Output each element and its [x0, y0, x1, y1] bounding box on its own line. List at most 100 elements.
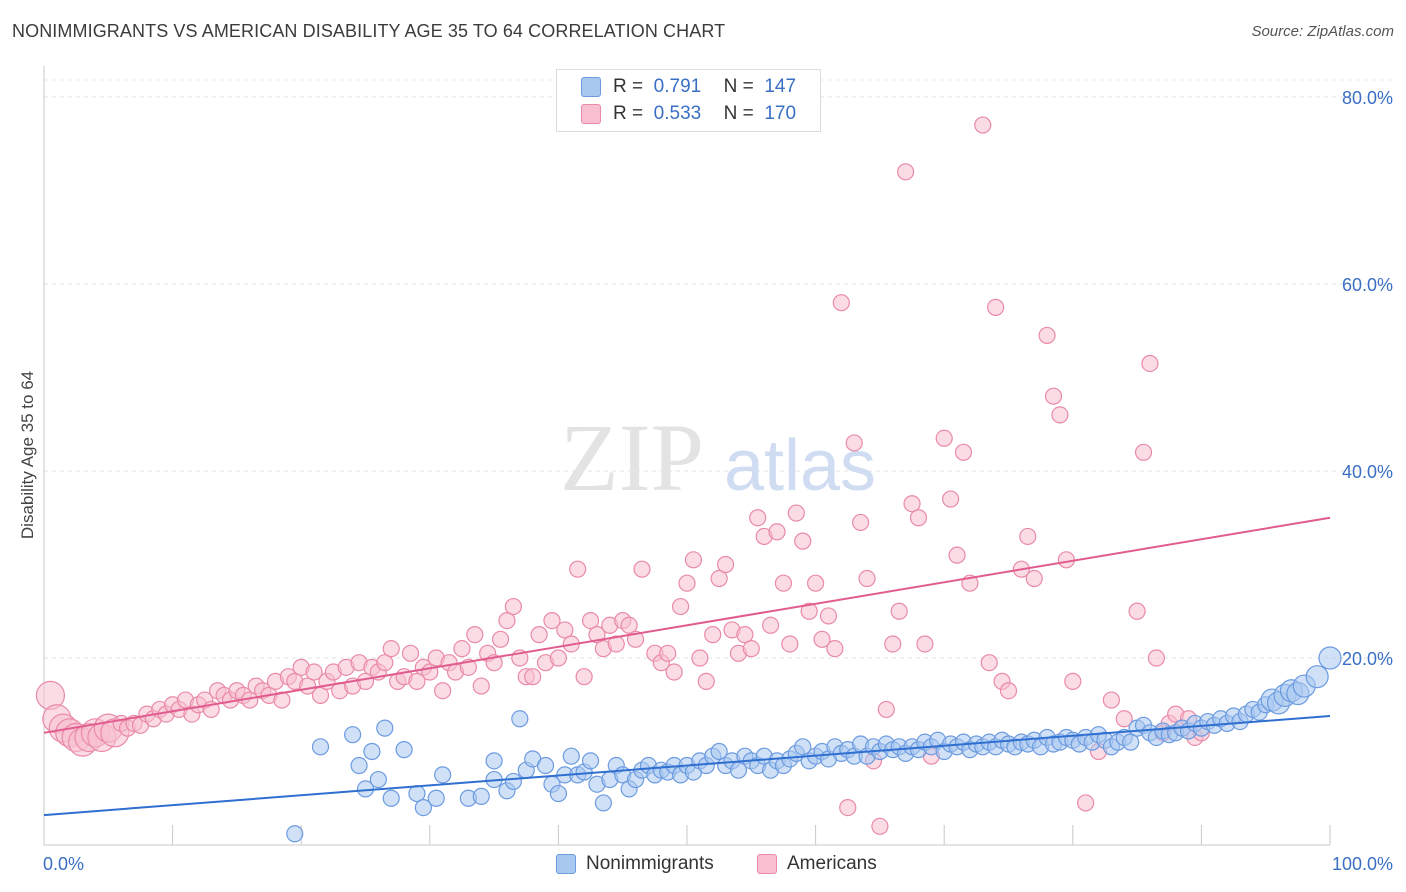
bottom-legend-nonimmigrants: Nonimmigrants	[556, 852, 714, 876]
americans-point	[549, 649, 568, 667]
nonimmigrants-point	[504, 772, 522, 791]
legend-r-value: 0.791	[653, 76, 702, 97]
americans-point	[569, 560, 587, 578]
americans-point	[948, 546, 966, 564]
nonimmigrants-point	[376, 719, 394, 737]
americans-point	[376, 654, 394, 672]
americans-point	[897, 163, 915, 181]
source-label: Source: ZipAtlas.com	[1251, 23, 1394, 40]
bottom-legend-swatch-blue	[556, 854, 576, 874]
americans-point	[691, 649, 709, 667]
americans-point	[530, 626, 548, 644]
americans-point	[678, 574, 696, 592]
americans-point	[909, 509, 928, 527]
americans-point	[588, 626, 606, 644]
y-tick-label: 40.0%	[1342, 462, 1393, 482]
americans-point	[633, 560, 651, 578]
americans-point	[1019, 527, 1037, 546]
americans-point	[806, 574, 825, 592]
nonimmigrants-points	[286, 646, 1342, 843]
americans-point	[999, 682, 1018, 700]
americans-point	[1038, 326, 1056, 345]
americans-point	[607, 635, 625, 653]
americans-point	[575, 668, 593, 686]
nonimmigrants-point	[562, 747, 580, 765]
americans-point	[1044, 387, 1063, 405]
americans-point	[890, 602, 908, 620]
legend-r-label: R =	[613, 76, 644, 97]
nonimmigrants-point	[1305, 665, 1329, 689]
legend-swatch-blue	[581, 77, 601, 97]
nonimmigrants-point	[434, 766, 452, 784]
nonimmigrants-point	[549, 784, 568, 803]
nonimmigrants-point	[414, 798, 432, 817]
americans-point	[781, 635, 799, 653]
nonimmigrants-point	[369, 770, 387, 789]
americans-point	[942, 490, 960, 508]
americans-point	[852, 513, 870, 532]
americans-point	[736, 626, 754, 644]
americans-point	[980, 654, 998, 672]
y-tick-label: 60.0%	[1342, 275, 1393, 295]
nonimmigrants-point	[1318, 646, 1342, 670]
americans-point	[884, 635, 902, 653]
bottom-legend-americans: Americans	[757, 852, 877, 876]
americans-point	[1147, 649, 1165, 667]
legend-n-label: N =	[723, 103, 754, 124]
americans-point	[761, 616, 780, 634]
americans-point	[749, 509, 767, 527]
nonimmigrants-point	[710, 742, 728, 761]
tick-labels: 20.0% 40.0% 60.0% 80.0% 0.0% 100.0%	[43, 88, 1393, 874]
nonimmigrants-point	[350, 756, 368, 775]
americans-point	[954, 443, 973, 461]
americans-point	[774, 574, 793, 592]
americans-point	[858, 569, 876, 588]
americans-point	[305, 663, 323, 681]
americans-point	[935, 429, 953, 447]
americans-point	[504, 597, 522, 616]
americans-point	[916, 635, 934, 653]
americans-point	[401, 644, 420, 662]
legend-swatch-pink	[581, 104, 601, 124]
legend-n-label: N =	[723, 76, 754, 97]
americans-point	[716, 555, 735, 574]
legend-r-value: 0.533	[653, 103, 702, 124]
nonimmigrants-point	[344, 726, 362, 744]
americans-point	[903, 495, 921, 513]
americans-point	[871, 817, 889, 835]
bottom-legend-label: Nonimmigrants	[586, 853, 714, 874]
americans-point	[382, 640, 400, 658]
americans-point	[581, 611, 600, 630]
legend-r-label: R =	[613, 103, 644, 124]
americans-point	[491, 630, 510, 648]
nonimmigrants-point	[382, 789, 400, 807]
nonimmigrants-point	[1122, 733, 1140, 751]
americans-point	[408, 672, 426, 690]
americans-point	[472, 677, 490, 695]
americans-point	[704, 626, 722, 644]
americans-point	[826, 640, 844, 658]
americans-point	[1064, 672, 1082, 690]
americans-point	[819, 607, 838, 625]
americans-point	[524, 668, 542, 686]
americans-point	[684, 551, 703, 569]
americans-point	[1102, 691, 1120, 709]
americans-point	[620, 616, 638, 634]
americans-point	[543, 611, 561, 630]
nonimmigrants-point	[395, 741, 413, 759]
nonimmigrants-point	[286, 825, 304, 843]
legend-row-americans: R = 0.533 N = 170	[581, 102, 796, 126]
americans-point	[832, 294, 850, 312]
nonimmigrants-point	[427, 789, 445, 807]
americans-point	[1115, 710, 1133, 728]
nonimmigrants-trend-line	[43, 714, 1331, 817]
americans-point	[671, 597, 690, 616]
americans-point	[800, 602, 818, 620]
americans-point	[434, 682, 452, 700]
y-tick-label: 80.0%	[1342, 88, 1393, 108]
americans-point	[697, 672, 715, 690]
americans-point	[498, 611, 516, 630]
y-tick-label: 20.0%	[1342, 649, 1393, 669]
americans-point	[710, 569, 728, 588]
